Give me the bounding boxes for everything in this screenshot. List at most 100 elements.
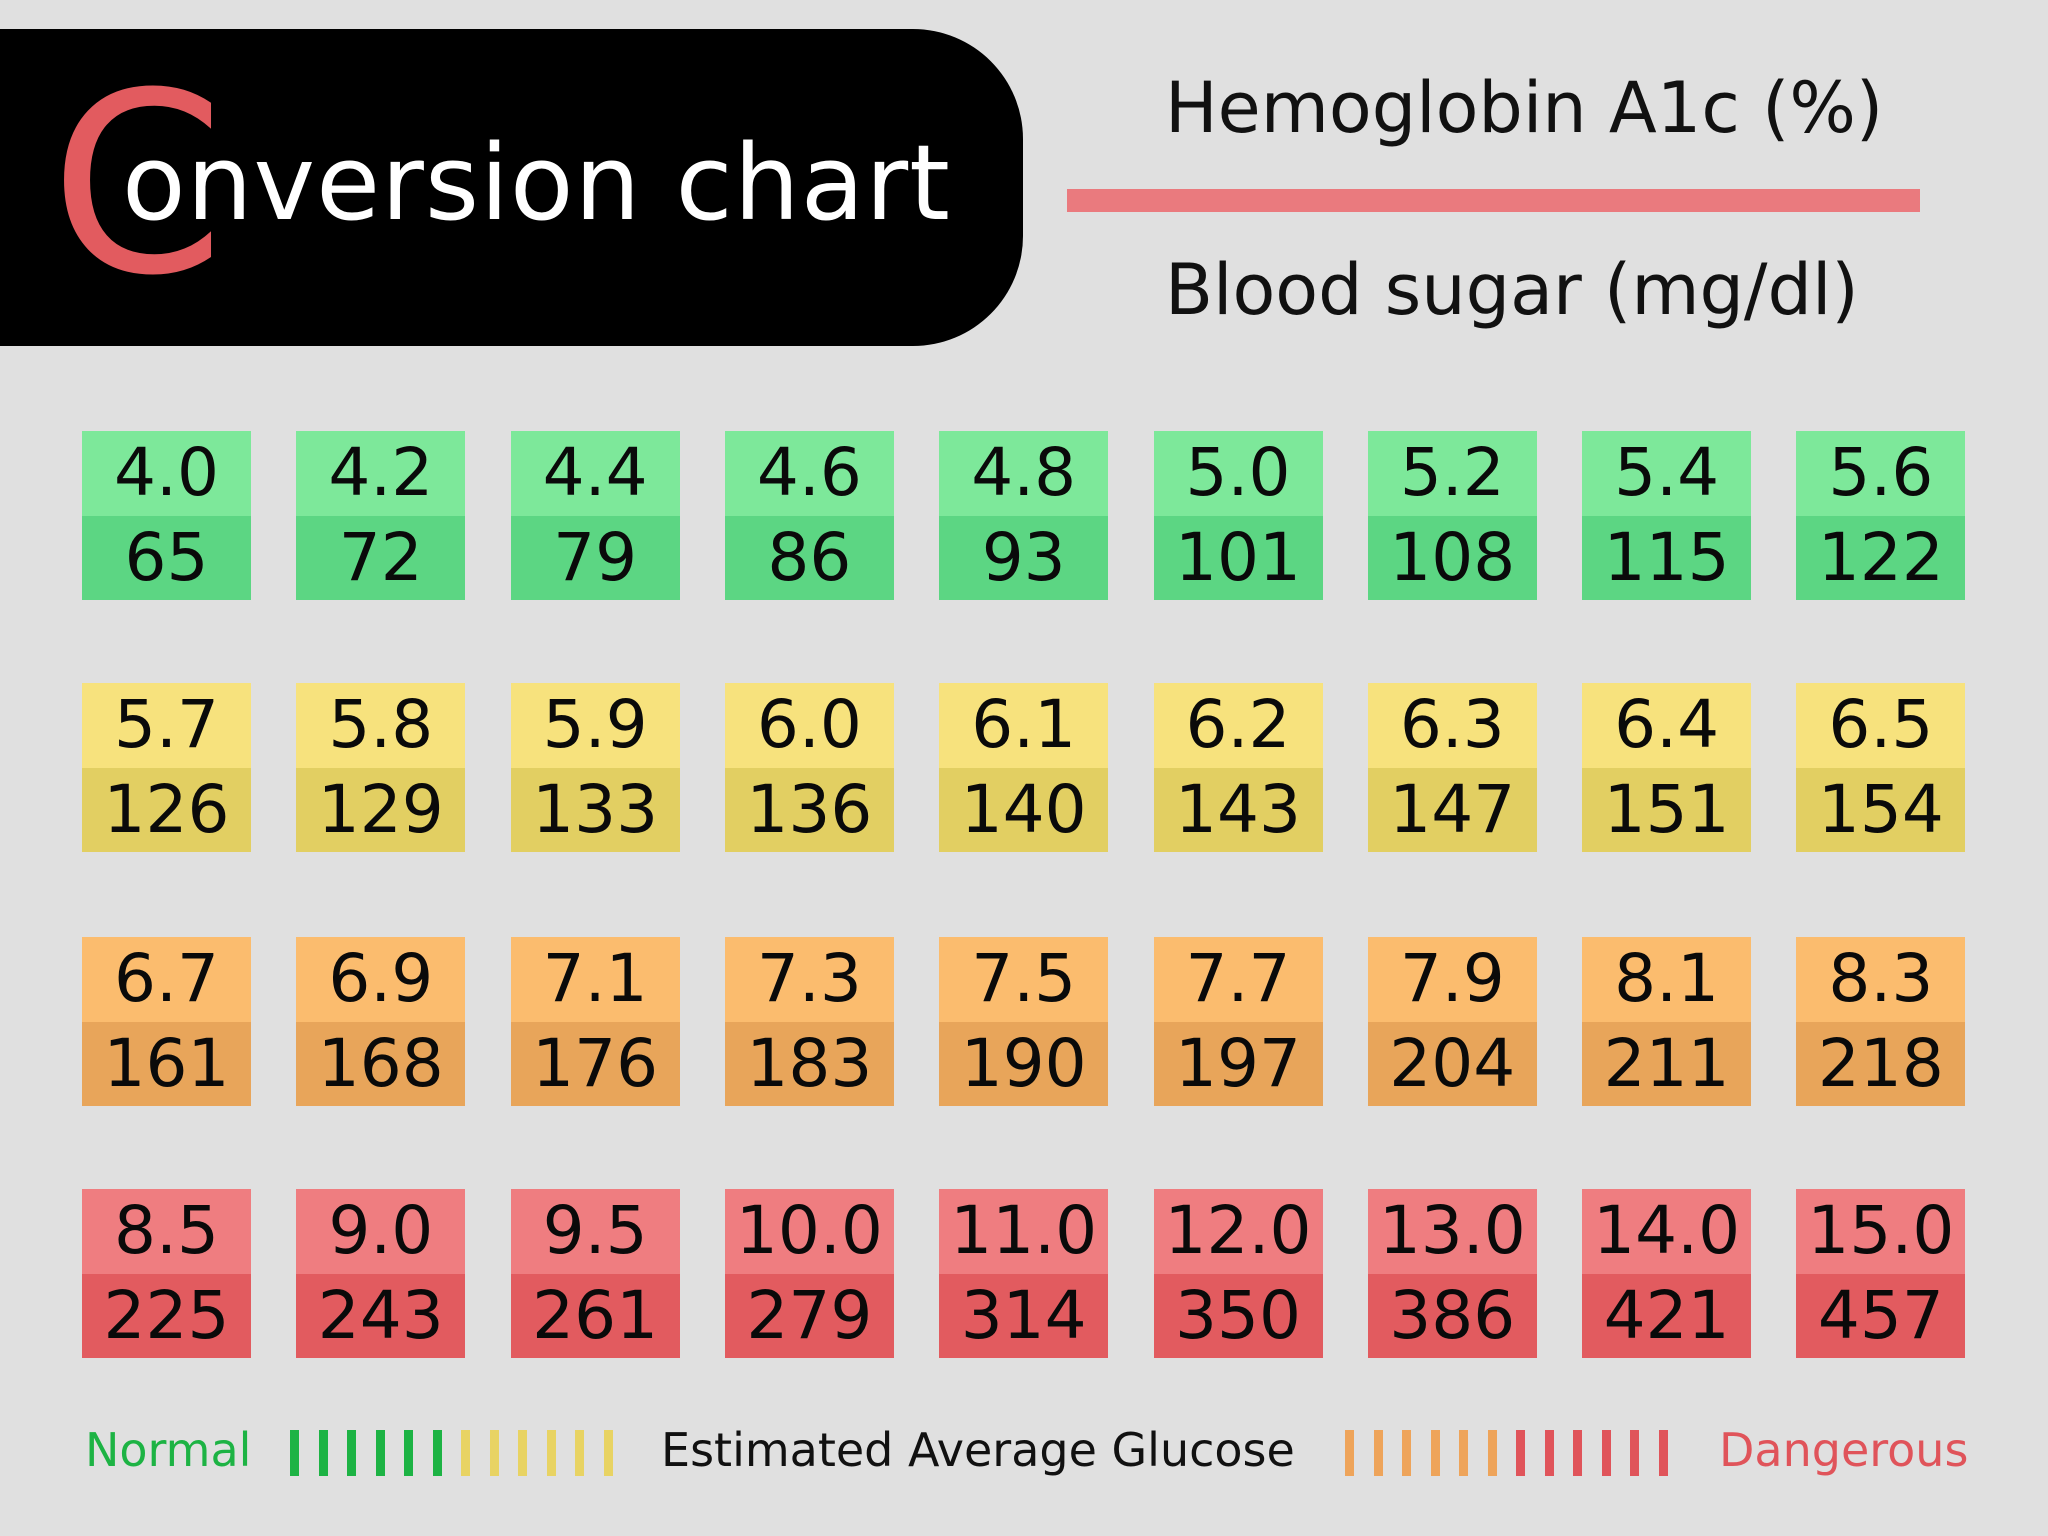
conversion-cell-elevated: 6.2 143 xyxy=(1153,683,1323,852)
a1c-value: 13.0 xyxy=(1367,1189,1537,1274)
blood-sugar-value: 154 xyxy=(1796,767,1966,852)
blood-sugar-value: 183 xyxy=(724,1021,894,1106)
conversion-cell-dangerous: 9.5 261 xyxy=(510,1189,680,1358)
conversion-cell-elevated: 5.8 129 xyxy=(296,683,466,852)
a1c-value: 14.0 xyxy=(1582,1189,1752,1274)
a1c-value: 7.3 xyxy=(724,937,894,1022)
legend-bar-left xyxy=(461,1430,470,1476)
conversion-cell-high: 7.9 204 xyxy=(1367,937,1537,1106)
blood-sugar-value: 129 xyxy=(296,767,466,852)
fraction-divider xyxy=(1067,189,1920,212)
conversion-cell-high: 8.3 218 xyxy=(1796,937,1966,1106)
conversion-cell-normal: 5.6 122 xyxy=(1796,431,1966,600)
conversion-cell-normal: 5.2 108 xyxy=(1367,431,1537,600)
blood-sugar-value: 457 xyxy=(1796,1273,1966,1358)
a1c-value: 7.5 xyxy=(939,937,1109,1022)
conversion-cell-normal: 4.2 72 xyxy=(296,431,466,600)
legend-bar-right xyxy=(1630,1430,1639,1476)
a1c-value: 6.7 xyxy=(82,937,251,1022)
a1c-value: 6.0 xyxy=(724,683,894,768)
blood-sugar-value: 204 xyxy=(1367,1021,1537,1106)
blood-sugar-value: 225 xyxy=(82,1273,251,1358)
a1c-value: 4.4 xyxy=(510,431,680,516)
conversion-cell-high: 6.9 168 xyxy=(296,937,466,1106)
blood-sugar-value: 190 xyxy=(939,1021,1109,1106)
blood-sugar-value: 211 xyxy=(1582,1021,1752,1106)
blood-sugar-value: 122 xyxy=(1796,515,1966,600)
legend-dangerous-label: Dangerous xyxy=(1719,1423,1969,1477)
conversion-cell-dangerous: 12.0 350 xyxy=(1153,1189,1323,1358)
legend-normal-label: Normal xyxy=(85,1423,252,1477)
blood-sugar-label: Blood sugar (mg/dl) xyxy=(1165,249,1859,331)
a1c-value: 7.7 xyxy=(1153,937,1323,1022)
conversion-cell-normal: 4.6 86 xyxy=(724,431,894,600)
blood-sugar-value: 93 xyxy=(939,515,1109,600)
conversion-cell-elevated: 6.0 136 xyxy=(724,683,894,852)
conversion-cell-high: 6.7 161 xyxy=(82,937,251,1106)
blood-sugar-value: 79 xyxy=(510,515,680,600)
legend-bar-right xyxy=(1459,1430,1468,1476)
a1c-value: 5.8 xyxy=(296,683,466,768)
blood-sugar-value: 65 xyxy=(82,515,251,600)
legend-bar-right xyxy=(1601,1430,1611,1476)
a1c-value: 5.9 xyxy=(510,683,680,768)
a1c-value: 8.1 xyxy=(1582,937,1752,1022)
blood-sugar-value: 133 xyxy=(510,767,680,852)
a1c-value: 4.8 xyxy=(939,431,1109,516)
conversion-cell-high: 7.7 197 xyxy=(1153,937,1323,1106)
blood-sugar-value: 350 xyxy=(1153,1273,1323,1358)
conversion-cell-normal: 4.4 79 xyxy=(510,431,680,600)
conversion-cell-normal: 5.0 101 xyxy=(1153,431,1323,600)
a1c-value: 6.4 xyxy=(1582,683,1752,768)
a1c-value: 10.0 xyxy=(724,1189,894,1274)
blood-sugar-value: 421 xyxy=(1582,1273,1752,1358)
conversion-cell-dangerous: 15.0 457 xyxy=(1796,1189,1966,1358)
conversion-cell-dangerous: 11.0 314 xyxy=(939,1189,1109,1358)
a1c-value: 8.3 xyxy=(1796,937,1966,1022)
legend-bar-left xyxy=(603,1430,613,1476)
blood-sugar-value: 168 xyxy=(296,1021,466,1106)
conversion-cell-high: 7.3 183 xyxy=(724,937,894,1106)
a1c-value: 6.1 xyxy=(939,683,1109,768)
legend-bar-right xyxy=(1487,1430,1497,1476)
blood-sugar-value: 151 xyxy=(1582,767,1752,852)
legend-bar-left xyxy=(404,1430,413,1476)
conversion-cell-elevated: 6.3 147 xyxy=(1367,683,1537,852)
page-title: onversion chart xyxy=(122,122,951,244)
legend-bar-left xyxy=(575,1430,584,1476)
blood-sugar-value: 176 xyxy=(510,1021,680,1106)
a1c-value: 5.2 xyxy=(1367,431,1537,516)
a1c-value: 5.0 xyxy=(1153,431,1323,516)
legend-bar-right xyxy=(1345,1430,1354,1476)
title-banner xyxy=(0,29,1023,346)
blood-sugar-value: 161 xyxy=(82,1021,251,1106)
hba1c-label: Hemoglobin A1c (%) xyxy=(1165,67,1884,149)
a1c-value: 15.0 xyxy=(1796,1189,1966,1274)
a1c-value: 4.2 xyxy=(296,431,466,516)
blood-sugar-value: 218 xyxy=(1796,1021,1966,1106)
a1c-value: 12.0 xyxy=(1153,1189,1323,1274)
a1c-value: 5.6 xyxy=(1796,431,1966,516)
a1c-value: 11.0 xyxy=(939,1189,1109,1274)
conversion-cell-high: 7.5 190 xyxy=(939,937,1109,1106)
blood-sugar-value: 108 xyxy=(1367,515,1537,600)
conversion-cell-normal: 4.8 93 xyxy=(939,431,1109,600)
conversion-cell-dangerous: 14.0 421 xyxy=(1582,1189,1752,1358)
a1c-value: 6.2 xyxy=(1153,683,1323,768)
conversion-cell-high: 7.1 176 xyxy=(510,937,680,1106)
legend-bar-left xyxy=(375,1430,385,1476)
conversion-cell-normal: 5.4 115 xyxy=(1582,431,1752,600)
blood-sugar-value: 261 xyxy=(510,1273,680,1358)
legend-bar-right xyxy=(1658,1430,1668,1476)
conversion-cell-elevated: 6.4 151 xyxy=(1582,683,1752,852)
legend-bar-left xyxy=(347,1430,356,1476)
blood-sugar-value: 386 xyxy=(1367,1273,1537,1358)
legend-bar-left xyxy=(318,1430,328,1476)
blood-sugar-value: 147 xyxy=(1367,767,1537,852)
conversion-cell-dangerous: 13.0 386 xyxy=(1367,1189,1537,1358)
conversion-cell-normal: 4.0 65 xyxy=(82,431,251,600)
blood-sugar-value: 136 xyxy=(724,767,894,852)
conversion-cell-elevated: 5.9 133 xyxy=(510,683,680,852)
blood-sugar-value: 126 xyxy=(82,767,251,852)
legend-bar-right xyxy=(1373,1430,1383,1476)
